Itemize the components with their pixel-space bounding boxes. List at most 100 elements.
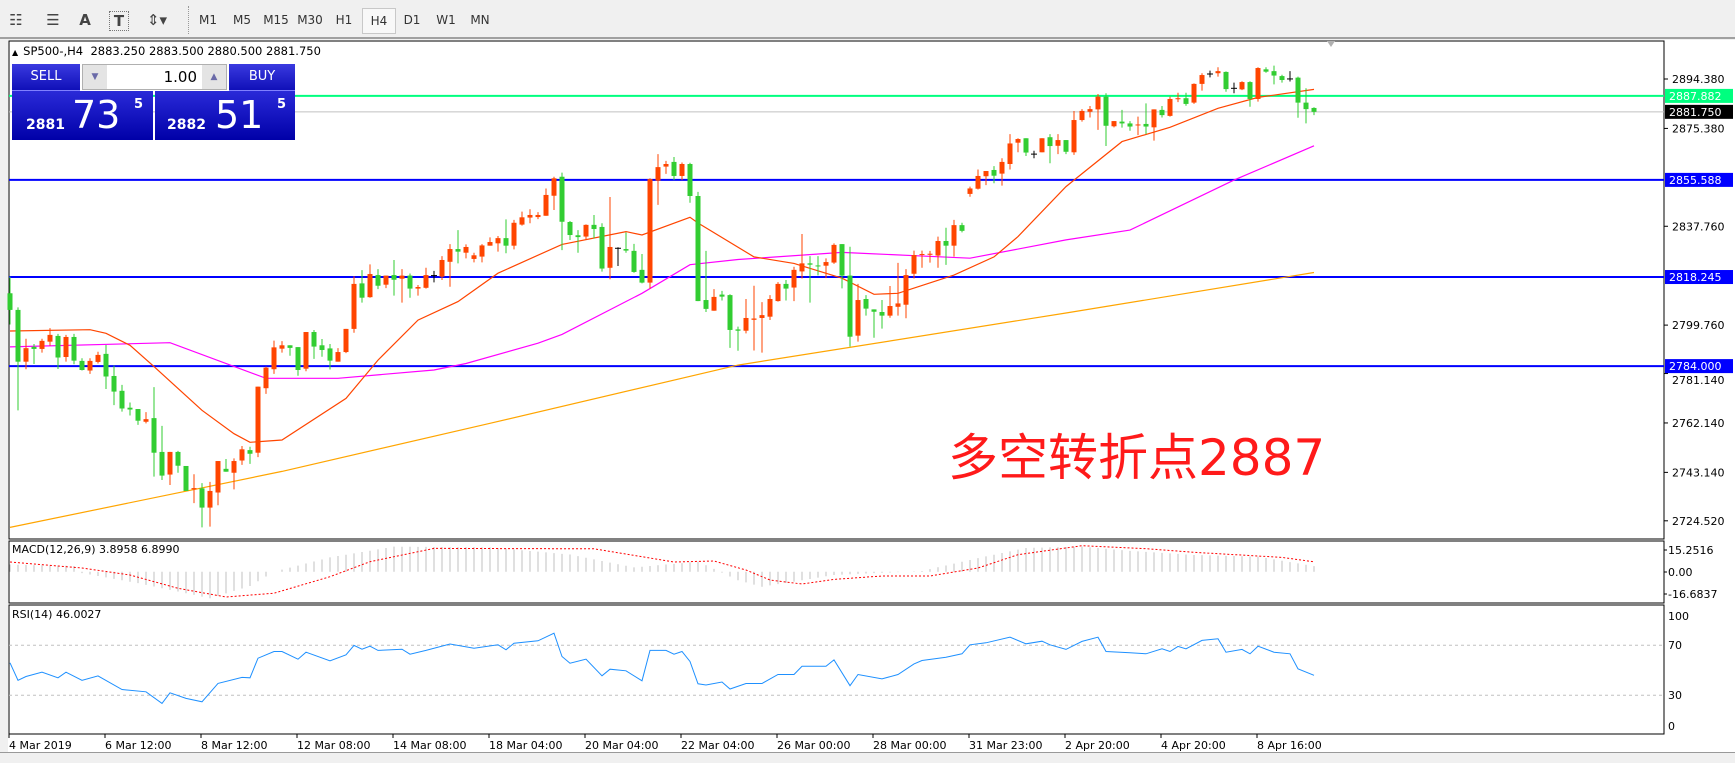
candle [151, 387, 157, 477]
timeframe-m15[interactable]: M15 [263, 13, 289, 27]
candle [943, 227, 949, 265]
timeframe-m5[interactable]: M5 [233, 13, 251, 27]
sell-price-big: 73 [72, 93, 121, 137]
candle-body [63, 336, 69, 357]
candle [903, 269, 909, 319]
candle-body [1023, 138, 1029, 153]
candle [615, 247, 621, 266]
candle [743, 298, 749, 334]
candle-body [639, 269, 645, 283]
time-axis-label: 22 Mar 04:00 [681, 739, 754, 752]
candle-body [287, 345, 293, 348]
candle-body [1311, 107, 1317, 112]
candle [1031, 150, 1037, 159]
candle-body [535, 214, 541, 218]
candle-body [655, 167, 661, 181]
candle [1047, 134, 1053, 164]
candle-body [951, 225, 957, 246]
ohlc-values: 2883.250 2883.500 2880.500 2881.750 [90, 44, 321, 58]
candle-body [735, 329, 741, 331]
candle-body [143, 419, 149, 422]
timeframe-d1[interactable]: D1 [403, 13, 421, 27]
collapse-triangle-icon[interactable]: ▲ [12, 48, 19, 57]
price-tag-background [1665, 172, 1733, 187]
candle [775, 282, 781, 302]
volume-increase-button[interactable]: ▲ [202, 65, 226, 89]
candle-body [447, 249, 453, 262]
candle [487, 237, 493, 246]
candle-body [1239, 82, 1245, 90]
candle-body [215, 461, 221, 493]
candle [343, 328, 349, 354]
candle [847, 246, 853, 347]
candle-body [255, 386, 261, 453]
sell-button[interactable]: SELL [12, 64, 80, 91]
candle-body [847, 275, 853, 337]
candle-body [1095, 96, 1101, 110]
fibonacci-expansion-icon[interactable]: ☷ [9, 11, 23, 29]
candle-body [1055, 140, 1061, 146]
bid-tag-label: 2881.750 [1669, 106, 1722, 119]
candle-body [1079, 110, 1085, 121]
candle [167, 451, 173, 485]
candle [959, 222, 965, 233]
candle-body [279, 345, 285, 349]
candle [535, 212, 541, 220]
text-icon[interactable]: A [79, 11, 91, 29]
price-axis-label: 2762.140 [1672, 417, 1725, 430]
candle [575, 230, 581, 253]
candle-body [1039, 138, 1045, 153]
sell-price-button[interactable]: 2881 73 5 [12, 91, 153, 140]
candle [663, 160, 669, 174]
candle [719, 290, 725, 301]
candle-body [399, 275, 405, 279]
volume-input[interactable]: 1.00 [163, 68, 197, 86]
candle [1303, 88, 1309, 124]
candle-body [1111, 121, 1117, 127]
volume-decrease-button[interactable]: ▼ [83, 65, 107, 89]
candle [511, 219, 517, 250]
candle [375, 269, 381, 290]
candle-body [1015, 139, 1021, 143]
candle [967, 186, 973, 197]
timeframe-h1[interactable]: H1 [335, 13, 353, 27]
candle-body [295, 347, 301, 370]
candle-body [71, 336, 77, 361]
candle-body [1279, 76, 1285, 80]
price-axis-label: 2724.520 [1672, 515, 1725, 528]
timeframe-h4[interactable]: H4 [362, 8, 396, 34]
buy-button[interactable]: BUY [229, 64, 295, 91]
candle-body [719, 294, 725, 297]
fibonacci-fan-icon[interactable]: ☰ [46, 11, 60, 29]
candle-body [767, 298, 773, 317]
candle [455, 230, 461, 264]
time-axis-label: 28 Mar 00:00 [873, 739, 946, 752]
candle-body [15, 309, 21, 362]
candle-body [423, 275, 429, 288]
candle [1159, 105, 1165, 118]
timeframe-m30[interactable]: M30 [297, 13, 323, 27]
timeframe-w1[interactable]: W1 [436, 13, 456, 27]
arrows-icon[interactable]: ⇕▾ [146, 11, 168, 29]
candle [191, 474, 197, 504]
timeframe-mn[interactable]: MN [470, 13, 490, 27]
candle [695, 191, 701, 302]
candle [1279, 74, 1285, 83]
timeframe-m1[interactable]: M1 [199, 13, 217, 27]
candle [1239, 81, 1245, 91]
buy-price-button[interactable]: 2882 51 5 [155, 91, 295, 140]
candle-body [383, 275, 389, 285]
text-label-icon[interactable]: T [109, 11, 129, 31]
candle-body [1175, 98, 1181, 100]
candle-body [663, 164, 669, 167]
candle-body [223, 468, 229, 472]
candle [1095, 94, 1101, 130]
candle [1023, 138, 1029, 156]
candle-body [471, 255, 477, 259]
candle-body [959, 225, 965, 231]
candle-body [863, 298, 869, 309]
volume-stepper[interactable]: ▼ 1.00 ▲ [82, 64, 227, 90]
time-axis-label: 8 Mar 12:00 [201, 739, 267, 752]
candle-body [911, 255, 917, 274]
